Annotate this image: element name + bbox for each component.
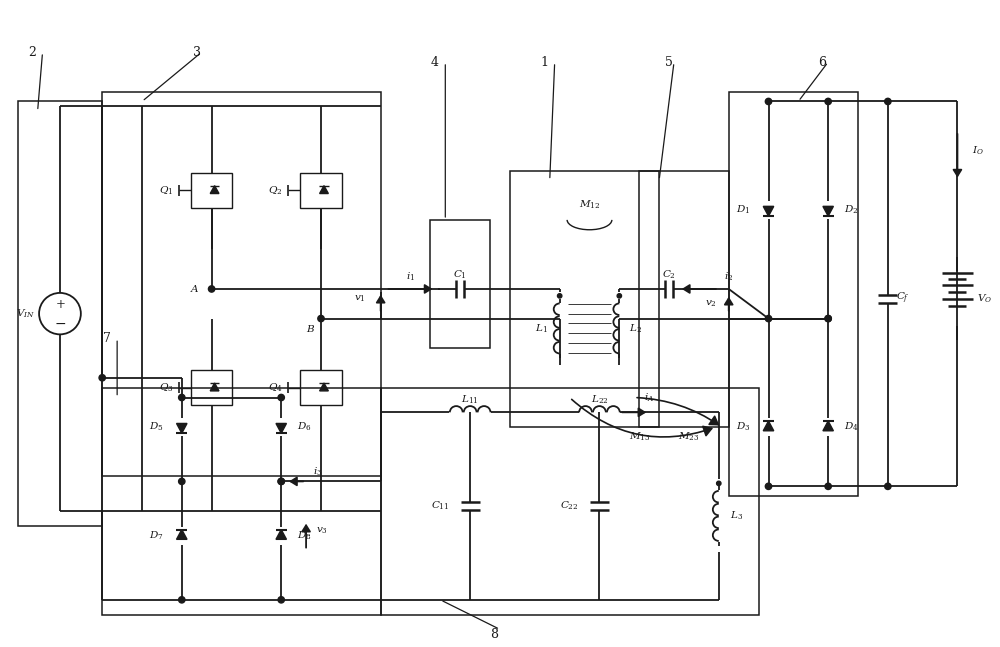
- Text: $7$: $7$: [102, 331, 111, 345]
- Polygon shape: [823, 206, 833, 216]
- Circle shape: [885, 483, 891, 490]
- Text: $D_6$: $D_6$: [297, 421, 312, 433]
- Text: $L_{3}$: $L_{3}$: [730, 510, 743, 522]
- Text: $Q_{3}$: $Q_{3}$: [159, 381, 173, 394]
- Circle shape: [885, 98, 891, 105]
- Text: $C_{f}$: $C_{f}$: [896, 291, 910, 307]
- Polygon shape: [320, 383, 328, 391]
- Text: $D_7$: $D_7$: [149, 529, 164, 542]
- Text: $C_{1}$: $C_{1}$: [453, 269, 467, 281]
- Bar: [18, 102, 102, 526]
- Text: $3$: $3$: [192, 45, 201, 59]
- Circle shape: [825, 98, 831, 105]
- Circle shape: [825, 315, 831, 322]
- Circle shape: [179, 395, 185, 400]
- Text: $A$: $A$: [190, 283, 200, 294]
- Text: $-$: $-$: [54, 316, 66, 329]
- Text: $2$: $2$: [28, 45, 36, 59]
- Text: $L_{1}$: $L_{1}$: [535, 322, 548, 334]
- Bar: [102, 92, 381, 476]
- Text: $i_3$: $i_3$: [313, 465, 322, 477]
- Polygon shape: [276, 423, 286, 433]
- Bar: [300, 370, 342, 405]
- Text: $D_2$: $D_2$: [844, 204, 858, 216]
- Text: $D_3$: $D_3$: [736, 421, 751, 433]
- Text: $i_2$: $i_2$: [724, 271, 733, 283]
- Polygon shape: [177, 423, 187, 433]
- Text: $8$: $8$: [490, 628, 499, 641]
- Circle shape: [765, 98, 772, 105]
- Bar: [430, 220, 490, 348]
- Circle shape: [617, 294, 622, 298]
- Text: $M_{12}$: $M_{12}$: [579, 199, 600, 212]
- Polygon shape: [763, 206, 774, 216]
- Text: $L_{22}$: $L_{22}$: [591, 393, 608, 406]
- Text: $6$: $6$: [818, 55, 827, 69]
- Text: $L_{11}$: $L_{11}$: [461, 393, 479, 406]
- Polygon shape: [823, 421, 833, 431]
- Polygon shape: [210, 186, 219, 193]
- Text: $+$: $+$: [55, 298, 65, 311]
- Circle shape: [557, 294, 562, 298]
- Polygon shape: [763, 421, 774, 431]
- Bar: [729, 92, 858, 496]
- Circle shape: [278, 395, 284, 400]
- Circle shape: [825, 483, 831, 490]
- Bar: [510, 171, 659, 427]
- Circle shape: [825, 315, 831, 322]
- Text: $D_8$: $D_8$: [297, 529, 312, 542]
- Text: $Q_{4}$: $Q_{4}$: [268, 381, 283, 394]
- Text: $V_{IN}$: $V_{IN}$: [16, 307, 35, 320]
- Circle shape: [179, 478, 185, 485]
- Bar: [191, 370, 232, 405]
- Text: $L_{2}$: $L_{2}$: [629, 322, 642, 334]
- Text: $D_1$: $D_1$: [736, 204, 751, 216]
- Text: $M_{13}$: $M_{13}$: [629, 431, 650, 443]
- Text: $B$: $B$: [306, 323, 316, 334]
- Circle shape: [765, 483, 772, 490]
- Text: $5$: $5$: [664, 55, 673, 69]
- Text: $D_4$: $D_4$: [844, 421, 859, 433]
- Polygon shape: [177, 529, 187, 540]
- Text: $v_2$: $v_2$: [705, 298, 717, 309]
- Text: $C_{11}$: $C_{11}$: [431, 500, 449, 512]
- Polygon shape: [276, 529, 286, 540]
- Text: $Q_{2}$: $Q_{2}$: [268, 184, 282, 197]
- Text: $C_{2}$: $C_{2}$: [662, 269, 676, 281]
- Circle shape: [208, 286, 215, 292]
- Text: $I_O$: $I_O$: [972, 144, 984, 157]
- Bar: [191, 173, 232, 208]
- Text: $Q_{1}$: $Q_{1}$: [159, 184, 173, 197]
- Text: $i_A$: $i_A$: [644, 391, 654, 404]
- Circle shape: [765, 315, 772, 322]
- Bar: [102, 388, 381, 615]
- Text: $M_{23}$: $M_{23}$: [678, 431, 700, 443]
- Circle shape: [717, 481, 721, 485]
- Polygon shape: [210, 383, 219, 391]
- Text: $C_{22}$: $C_{22}$: [560, 500, 579, 512]
- Circle shape: [278, 478, 284, 485]
- Bar: [639, 171, 729, 427]
- Circle shape: [179, 597, 185, 603]
- Text: $D_5$: $D_5$: [149, 421, 164, 433]
- Text: $V_O$: $V_O$: [977, 292, 993, 305]
- Text: $v_1$: $v_1$: [354, 294, 366, 304]
- Text: $v_3$: $v_3$: [316, 525, 328, 536]
- Bar: [381, 388, 759, 615]
- Polygon shape: [320, 186, 328, 193]
- Bar: [300, 173, 342, 208]
- Circle shape: [99, 375, 105, 381]
- Text: $4$: $4$: [430, 55, 440, 69]
- Text: $i_1$: $i_1$: [406, 271, 415, 283]
- Circle shape: [278, 597, 284, 603]
- Text: $1$: $1$: [540, 55, 548, 69]
- Circle shape: [278, 478, 284, 485]
- Circle shape: [318, 315, 324, 322]
